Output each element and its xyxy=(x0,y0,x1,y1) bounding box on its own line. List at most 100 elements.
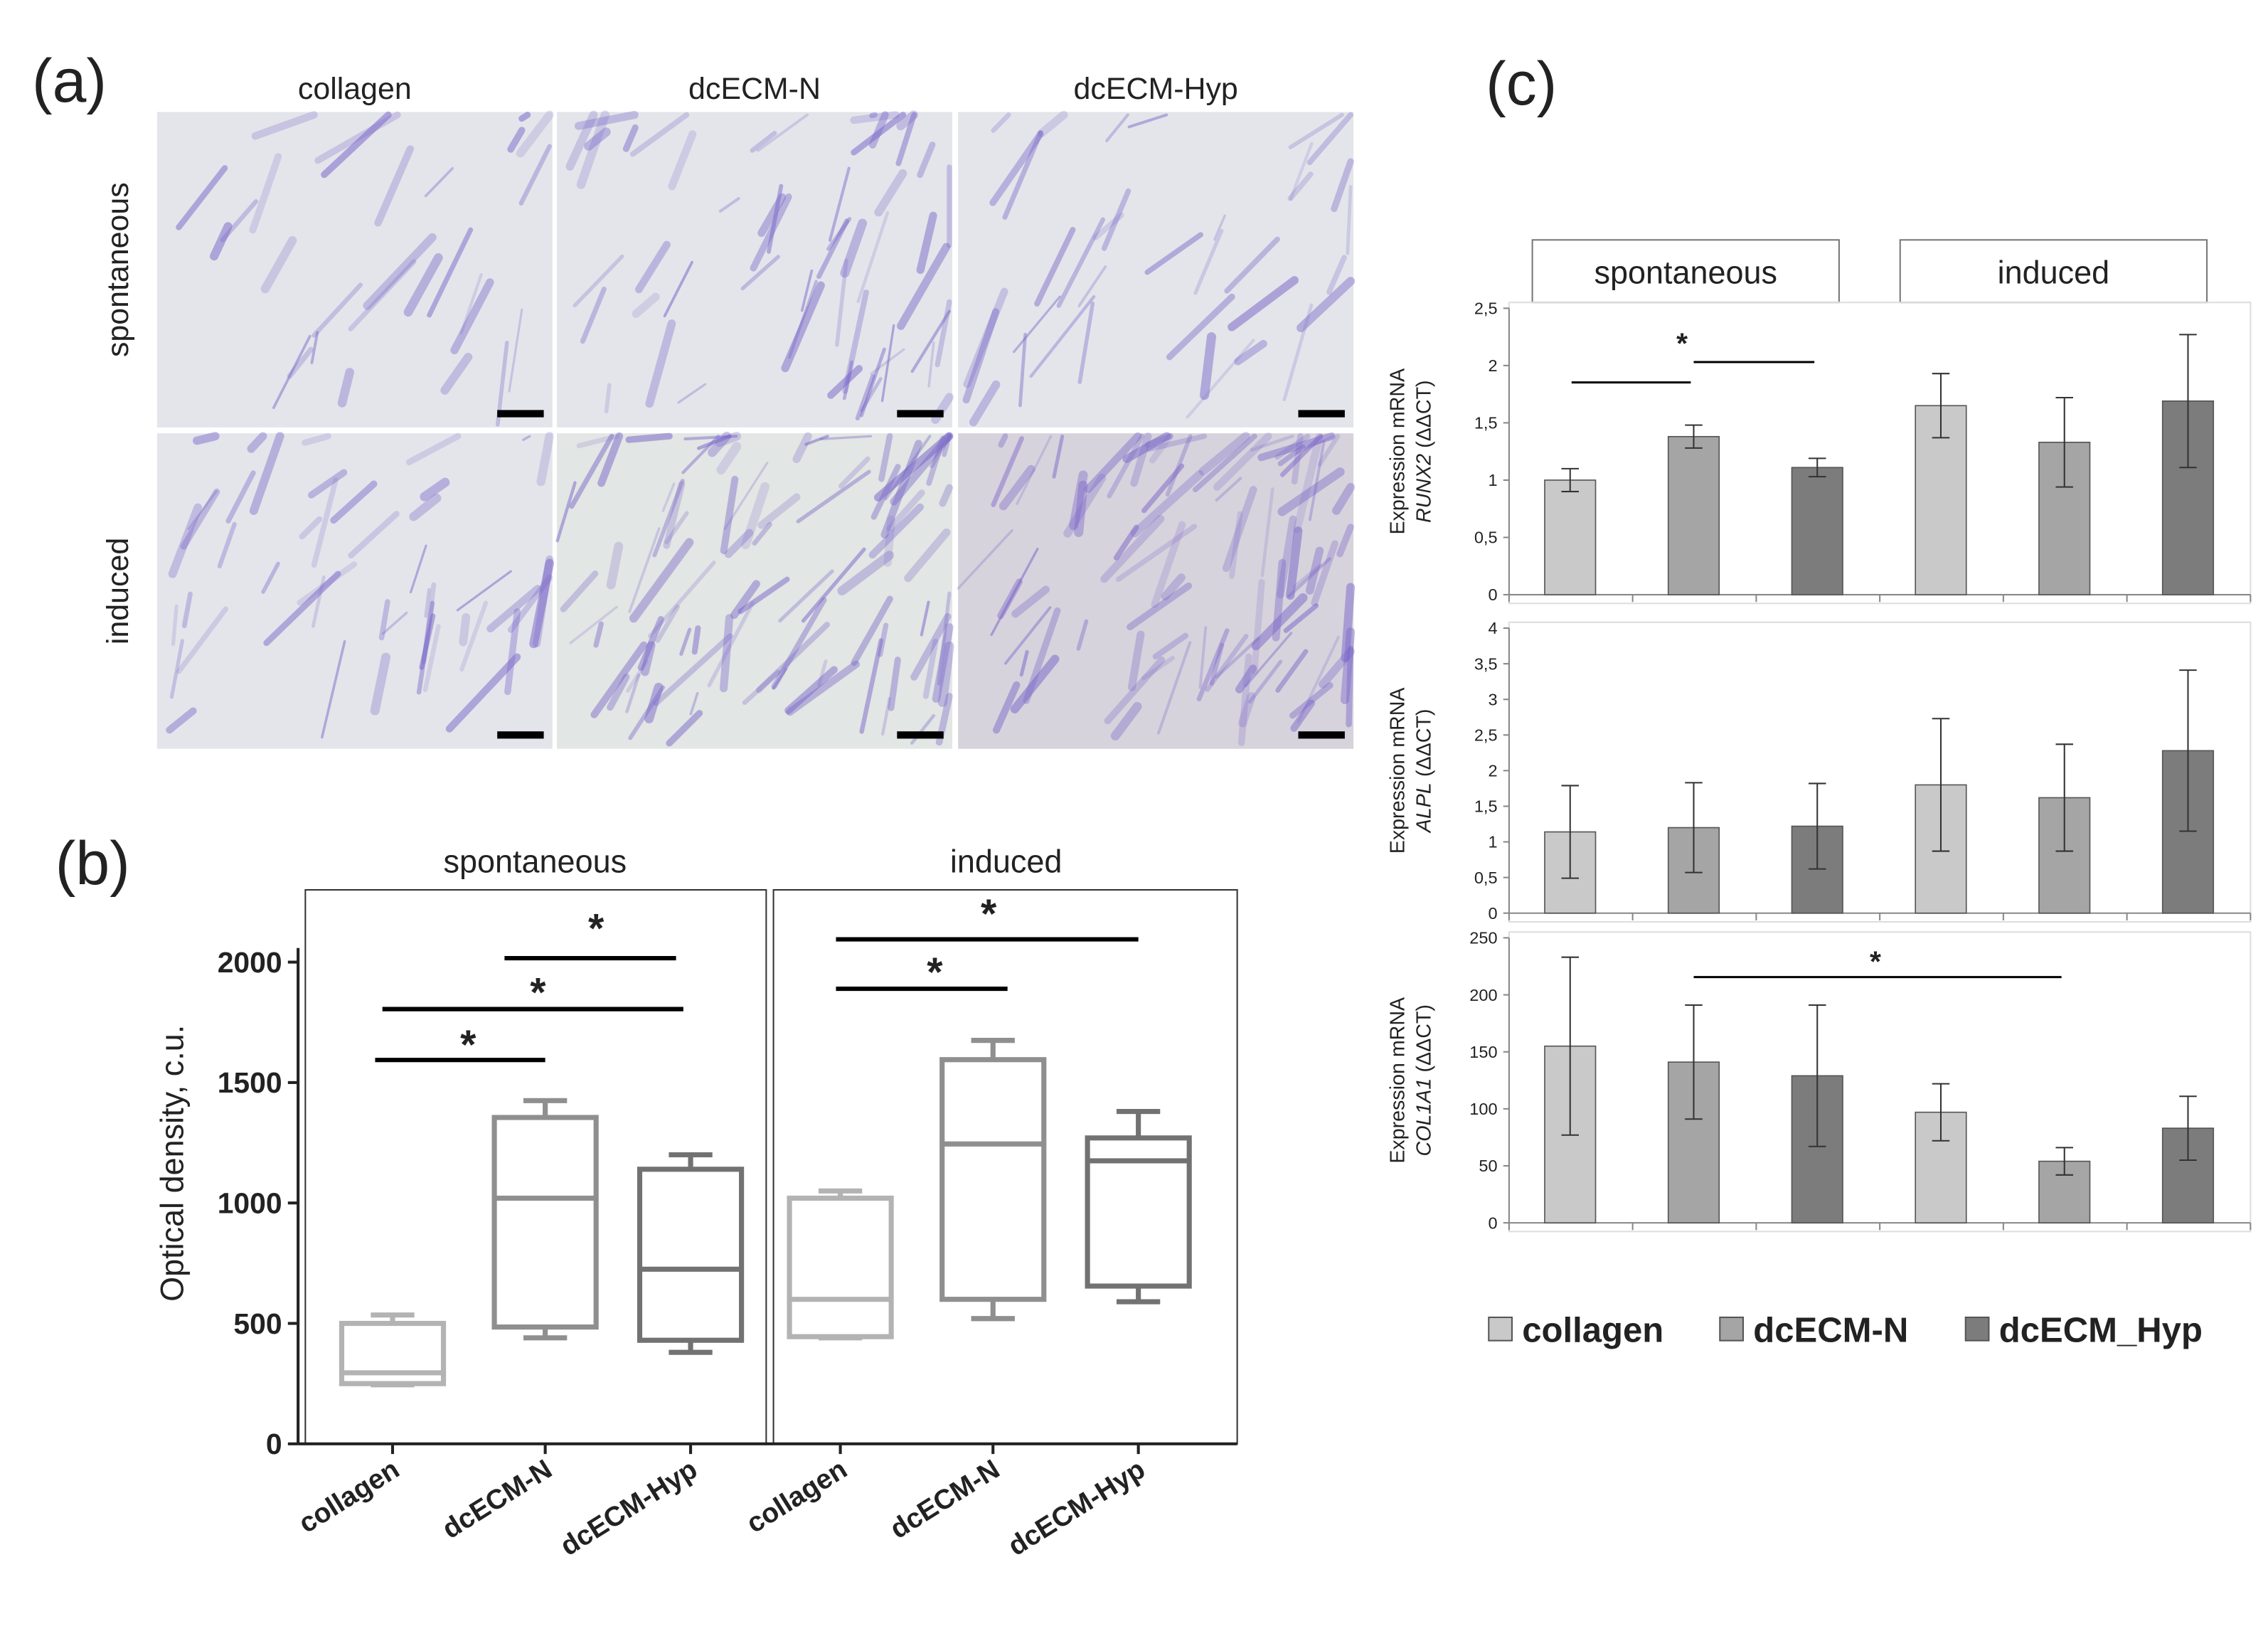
cell-stain xyxy=(1056,217,1106,308)
error-bar xyxy=(1561,956,1580,1136)
cell-stain xyxy=(569,605,618,644)
cell-stain xyxy=(653,633,733,706)
cell-stain xyxy=(1317,434,1341,467)
cell-stain xyxy=(225,470,256,524)
cell-stain xyxy=(750,193,792,272)
cell-stain xyxy=(860,347,886,418)
cell-stain xyxy=(187,490,218,531)
cell-stain xyxy=(896,110,918,131)
cell-stain xyxy=(310,331,319,364)
cell-stain xyxy=(755,622,830,694)
y-tick-label: 0,5 xyxy=(1474,869,1498,887)
cell-stain xyxy=(772,667,787,690)
cell-stain xyxy=(804,435,829,446)
error-bar xyxy=(1685,1004,1703,1120)
cell-stain xyxy=(1260,487,1274,578)
cell-stain xyxy=(1305,546,1324,595)
cell-stain xyxy=(1286,526,1303,600)
cell-stain xyxy=(1122,432,1171,463)
legend-swatch xyxy=(1964,1316,1990,1342)
cell-stain xyxy=(1251,578,1265,675)
cell-stain xyxy=(1277,444,1306,467)
panel-label: (b) xyxy=(55,829,130,898)
error-bar xyxy=(2179,1095,2197,1161)
cell-stain xyxy=(420,477,450,501)
plot-frame xyxy=(1508,302,2252,605)
cell-stain xyxy=(263,570,341,647)
cell-stain xyxy=(1287,171,1314,201)
cell-stain xyxy=(628,527,661,613)
x-tick-label: dcECM-Hyp xyxy=(555,1454,703,1562)
cell-stain xyxy=(1092,212,1124,240)
cell-stain xyxy=(486,585,542,633)
cell-stain xyxy=(565,110,598,171)
cell-stain xyxy=(622,124,639,152)
cell-stain xyxy=(456,570,512,612)
cell-stain xyxy=(1107,433,1145,499)
cell-stain xyxy=(1215,637,1260,679)
scale-bar xyxy=(497,410,544,418)
cell-stain xyxy=(625,673,641,713)
y-tick-label: 0 xyxy=(1488,585,1497,604)
cell-stain xyxy=(1215,477,1242,502)
cell-stain xyxy=(663,260,693,318)
row-label: spontaneous xyxy=(101,182,135,357)
cell-stain xyxy=(445,653,521,733)
cell-stain xyxy=(1297,277,1356,333)
cell-stain xyxy=(508,308,523,393)
cell-stain xyxy=(1161,573,1186,601)
cell-stain xyxy=(459,612,471,647)
cell-stain xyxy=(1277,515,1297,599)
row-label: induced xyxy=(101,538,135,644)
cell-stain xyxy=(1186,339,1255,419)
cell-stain xyxy=(880,440,922,539)
group-title: induced xyxy=(950,843,1063,879)
cell-stain xyxy=(378,599,390,641)
micrograph-stain xyxy=(166,432,554,739)
cell-stain xyxy=(1127,582,1193,631)
cell-stain xyxy=(176,606,228,674)
cell-stain xyxy=(576,110,610,189)
cell-stain xyxy=(1277,467,1345,516)
cell-stain xyxy=(590,641,648,718)
cell-stain xyxy=(1101,188,1132,251)
cell-stain xyxy=(856,211,890,304)
scale-bar xyxy=(897,410,944,418)
significance-star: * xyxy=(927,950,943,995)
cell-stain xyxy=(1275,649,1309,693)
cell-stain xyxy=(992,681,1021,734)
scale-bar xyxy=(1298,410,1345,418)
cell-stain xyxy=(629,112,690,157)
cell-stain xyxy=(261,561,280,594)
cell-stain xyxy=(969,380,1001,427)
cell-stain xyxy=(644,682,664,723)
column-label: dcECM-N xyxy=(688,72,821,106)
cell-stain xyxy=(459,273,483,335)
cell-stain xyxy=(910,612,952,681)
cell-stain xyxy=(180,488,220,550)
cell-stain xyxy=(819,435,873,440)
cell-stain xyxy=(842,360,853,400)
cell-stain xyxy=(1274,433,1311,460)
y-tick-label: 0 xyxy=(1488,1214,1497,1232)
micrograph-stain xyxy=(957,432,1356,746)
cell-stain xyxy=(1002,129,1043,220)
scale-bar xyxy=(497,731,544,739)
cell-stain xyxy=(1003,606,1052,665)
cell-stain xyxy=(1319,647,1355,689)
micrograph-stain xyxy=(176,110,554,427)
cell-stain xyxy=(796,469,871,524)
cell-stain xyxy=(171,604,179,647)
cell-stain xyxy=(1151,521,1186,609)
cell-stain xyxy=(1193,228,1224,295)
cell-stain xyxy=(555,481,577,543)
y-axis-title: Expression mRNA xyxy=(1387,687,1410,854)
cell-stain xyxy=(1346,185,1353,255)
cell-stain xyxy=(652,479,685,558)
cell-stain xyxy=(817,659,828,687)
cell-stain xyxy=(1291,432,1304,485)
error-bar xyxy=(1561,467,1580,493)
cell-stain xyxy=(655,604,680,643)
bar xyxy=(1667,435,1720,595)
y-axis-title: RUNX2 (ΔΔCT) xyxy=(1413,380,1436,523)
